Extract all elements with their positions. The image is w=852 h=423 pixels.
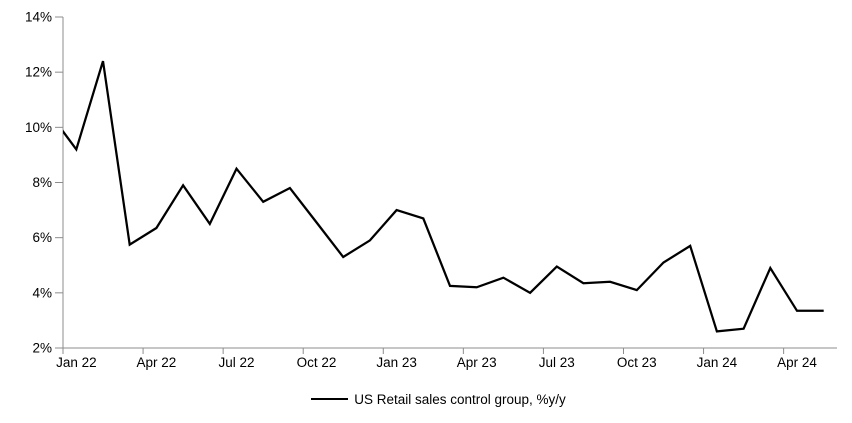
y-tick-label: 2% (32, 341, 52, 356)
x-tick-label: Apr 22 (137, 355, 177, 370)
x-tick-label: Oct 23 (617, 355, 657, 370)
y-tick-label: 8% (32, 175, 52, 190)
x-tick-label: Jul 22 (218, 355, 254, 370)
x-tick-label: Oct 22 (297, 355, 337, 370)
y-tick-label: 12% (25, 65, 52, 80)
series-line-us-retail-control-group (63, 60, 824, 333)
x-tick-label: Apr 23 (457, 355, 497, 370)
y-tick-label: 10% (25, 120, 52, 135)
y-tick-label: 6% (32, 230, 52, 245)
x-tick-label: Jan 24 (697, 355, 738, 370)
y-tick-label: 14% (25, 10, 52, 25)
x-tick-label: Apr 24 (777, 355, 817, 370)
y-tick-label: 4% (32, 285, 52, 300)
legend-label: US Retail sales control group, %y/y (354, 391, 566, 407)
x-tick-label: Jan 22 (56, 355, 97, 370)
x-tick-label: Jan 23 (376, 355, 417, 370)
legend: US Retail sales control group, %y/y (0, 388, 852, 410)
x-tick-label: Jul 23 (539, 355, 575, 370)
legend-line-swatch (311, 398, 349, 400)
